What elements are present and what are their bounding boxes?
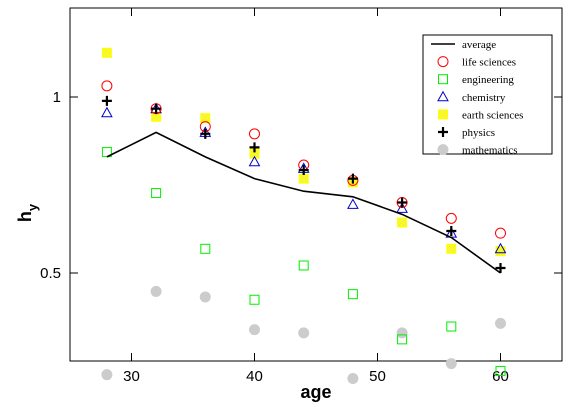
data-point-engineering <box>200 243 211 254</box>
legend-item-life-sciences: life sciences <box>437 56 516 69</box>
data-point-mathematics <box>150 285 162 297</box>
series-mathematics <box>101 285 506 385</box>
data-point-earth-sciences <box>101 47 112 58</box>
legend-item-average: average <box>431 39 496 51</box>
y-axis-label-sub: y <box>25 203 40 211</box>
series-average <box>106 131 501 274</box>
data-point-physics <box>298 165 309 176</box>
data-point-physics <box>151 103 162 114</box>
legend-label: average <box>462 39 496 51</box>
data-point-earth-sciences <box>298 173 309 184</box>
legend: average life sciences engineering chemistry… <box>422 34 553 157</box>
legend-item-earth-sciences: earth sciences <box>438 109 523 121</box>
data-point-engineering <box>298 260 309 271</box>
legend-item-physics: physics <box>438 127 495 139</box>
data-point-physics <box>495 262 506 273</box>
series-engineering <box>101 147 506 376</box>
data-point-engineering <box>446 321 457 332</box>
data-point-life-sciences <box>249 128 260 140</box>
plot-frame <box>69 7 563 362</box>
y-axis-label: hy <box>15 203 40 222</box>
legend-label: earth sciences <box>462 109 523 121</box>
x-tick-label: 30 <box>123 368 140 385</box>
legend-swatch <box>438 109 448 120</box>
x-axis-label: age <box>300 382 331 402</box>
legend-swatch <box>437 90 449 102</box>
legend-label: physics <box>462 127 495 139</box>
data-point-mathematics <box>347 373 359 385</box>
data-point-chemistry <box>101 106 113 118</box>
data-point-engineering <box>347 289 358 300</box>
data-point-physics <box>397 197 408 208</box>
legend-swatch <box>438 127 448 137</box>
data-point-engineering <box>151 188 162 199</box>
data-point-chemistry <box>494 242 507 254</box>
data-point-chemistry <box>248 155 261 167</box>
data-point-chemistry <box>396 202 408 213</box>
data-point-chemistry <box>347 198 359 209</box>
data-point-physics <box>101 95 112 106</box>
data-point-life-sciences <box>101 80 113 92</box>
data-point-physics <box>347 173 358 184</box>
svg-text:hy: hy <box>15 203 40 222</box>
legend-label: mathematics <box>462 145 518 157</box>
data-point-earth-sciences <box>446 243 457 254</box>
legend-item-chemistry: chemistry <box>437 90 506 104</box>
data-point-earth-sciences <box>200 113 211 124</box>
legend-swatch <box>438 74 448 85</box>
data-point-physics <box>446 225 457 236</box>
data-point-mathematics <box>298 327 310 339</box>
x-tick-label: 50 <box>369 368 386 385</box>
data-point-mathematics <box>396 327 408 339</box>
legend-item-mathematics: mathematics <box>437 144 518 157</box>
data-point-earth-sciences <box>495 246 506 257</box>
legend-swatch <box>437 144 449 156</box>
legend-swatch <box>437 56 449 68</box>
data-point-mathematics <box>101 369 113 381</box>
data-point-engineering <box>249 294 260 305</box>
data-point-physics <box>249 142 260 153</box>
series-line-average <box>106 131 501 274</box>
data-point-mathematics <box>445 358 457 370</box>
x-tick-label: 40 <box>246 368 263 385</box>
data-point-mathematics <box>199 291 211 303</box>
y-axis-label-main: h <box>15 211 35 222</box>
data-point-engineering <box>495 365 506 376</box>
data-point-engineering <box>397 334 408 345</box>
y-tick-label: 1 <box>53 89 61 106</box>
legend-label: chemistry <box>462 92 506 104</box>
data-point-earth-sciences <box>397 217 408 228</box>
data-point-mathematics <box>495 317 506 329</box>
data-point-life-sciences <box>445 212 457 224</box>
data-point-mathematics <box>249 324 260 336</box>
x-tick-label: 60 <box>492 368 509 385</box>
legend-label: life sciences <box>462 57 516 69</box>
legend-label: engineering <box>462 74 514 86</box>
data-point-physics <box>200 128 211 139</box>
series-physics <box>101 95 506 273</box>
legend-item-engineering: engineering <box>438 74 514 86</box>
data-series <box>101 47 507 385</box>
legend-box <box>422 34 553 155</box>
y-tick-label: 0.5 <box>40 265 61 282</box>
data-point-life-sciences <box>495 227 506 239</box>
